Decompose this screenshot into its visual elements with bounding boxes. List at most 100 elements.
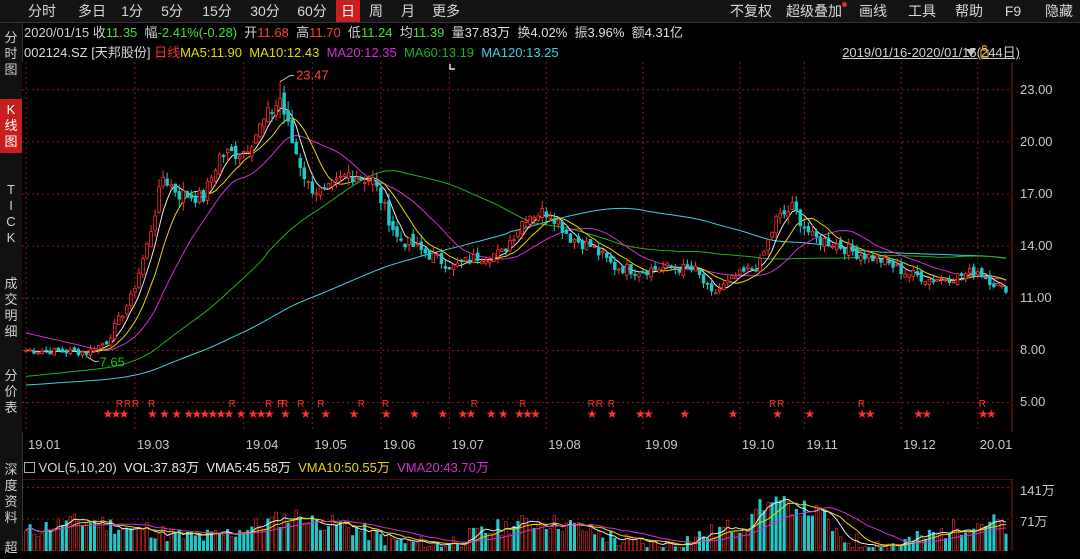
volume-bar	[496, 519, 500, 551]
candle-body	[770, 231, 774, 238]
volume-bar	[464, 544, 468, 551]
sidebar-item-0[interactable]: 分时图	[0, 27, 22, 81]
volume-bar	[790, 514, 794, 551]
period-7-tab[interactable]: 日	[336, 0, 360, 22]
sidebar-item-3[interactable]: 成交明细	[0, 273, 22, 343]
signal-star-icon: ★	[643, 407, 654, 421]
candle-body	[173, 183, 177, 193]
volume-bar	[500, 534, 504, 551]
candle-body	[947, 280, 952, 284]
candle-body	[951, 281, 956, 284]
tool-2-button[interactable]: 画线	[859, 3, 887, 19]
candle-body	[838, 240, 843, 249]
candle-body	[879, 258, 883, 263]
period-0-tab[interactable]: 分时	[28, 3, 56, 19]
volume-bar	[629, 535, 633, 551]
signal-r-marker: R	[229, 399, 236, 410]
volume-bar	[113, 533, 117, 551]
tool-5-button[interactable]: F9	[1004, 3, 1022, 19]
kline-chart[interactable]: 23.477.65★★★ ★ ★ ★ ★★★★★★ ★ ★★★ ★ ★ ★ ★ ★ ★ ★ ★★ ★ ★ ★★★ ★…	[22, 62, 1018, 432]
candle-body	[846, 243, 851, 256]
x-tick-label: 19.12	[903, 437, 936, 452]
candle-body	[540, 208, 544, 218]
sidebar-item-5[interactable]: 深度资料	[0, 459, 22, 529]
candle-body	[141, 258, 145, 275]
sidebar-char: 交	[4, 292, 18, 307]
candle-body	[963, 272, 968, 279]
vol-indicator-name[interactable]: VOL(5,10,20)	[38, 460, 117, 475]
overlay-indicator-icon	[842, 2, 847, 7]
candle-body	[359, 178, 363, 181]
signal-r-marker: R	[519, 399, 526, 410]
volume-chart[interactable]	[22, 479, 1018, 551]
volume-bar	[60, 526, 64, 551]
candle-body	[919, 271, 924, 282]
candle-body	[24, 350, 28, 352]
period-5-tab[interactable]: 30分	[250, 3, 280, 19]
volume-bar	[230, 536, 234, 551]
date-range[interactable]: 2019/01/16-2020/01/15(244日)	[842, 45, 1020, 60]
amount-label: 额	[631, 25, 645, 40]
candle-body	[225, 149, 230, 153]
tool-0-button[interactable]: 不复权	[730, 3, 772, 19]
candle-body	[576, 236, 581, 243]
volume-bar	[593, 534, 597, 551]
candle-body	[84, 353, 89, 356]
candle-body	[1000, 285, 1004, 288]
candle-body	[40, 350, 44, 354]
tool-1-button[interactable]: 超级叠加	[786, 3, 842, 19]
candle-body	[185, 191, 190, 198]
volume-bar	[355, 527, 359, 551]
stock-name[interactable]: 002124.SZ [天邦股份]	[24, 45, 151, 60]
candle-body	[157, 186, 161, 213]
signal-r-marker: R	[116, 399, 123, 410]
y-tick-label: 20.00	[1020, 133, 1053, 149]
candle-body	[967, 268, 972, 274]
period-6-tab[interactable]: 60分	[297, 3, 327, 19]
tool-3-button[interactable]: 工具	[908, 3, 936, 19]
period-4-tab[interactable]: 15分	[202, 3, 232, 19]
period-3-tab[interactable]: 5分	[161, 3, 183, 19]
period-1-tab[interactable]: 多日	[78, 3, 106, 19]
volume-bar	[137, 528, 141, 551]
volume-bar	[322, 529, 326, 551]
kline-type[interactable]: 日线	[154, 45, 181, 60]
volume-bar	[621, 542, 625, 551]
volume-bar	[984, 526, 988, 551]
candle-body	[726, 279, 730, 284]
candle-body	[278, 98, 282, 108]
volume-bar	[734, 531, 738, 551]
vol-value: VOL:37.83万	[123, 460, 200, 475]
signal-star-icon: ★	[191, 407, 202, 421]
volume-bar	[294, 509, 298, 551]
volume-bar	[689, 543, 693, 551]
candle-body	[342, 174, 347, 177]
volume-bar	[169, 529, 173, 551]
candle-body	[165, 178, 169, 186]
volume-bar	[411, 541, 415, 551]
period-9-tab[interactable]: 月	[401, 3, 415, 19]
sidebar-item-6[interactable]: 超	[0, 537, 22, 559]
period-8-tab[interactable]: 周	[369, 3, 383, 19]
y-tick-label: 8.00	[1020, 342, 1046, 358]
sidebar-item-4[interactable]: 分价表	[0, 365, 22, 419]
tool-4-button[interactable]: 帮助	[955, 3, 983, 19]
period-10-tab[interactable]: 更多	[432, 3, 460, 19]
period-2-tab[interactable]: 1分	[121, 3, 143, 19]
volume-bar	[76, 521, 80, 551]
candle-body	[701, 274, 706, 284]
volume-bar	[302, 522, 306, 551]
volume-bar	[262, 528, 266, 551]
candle-body	[927, 278, 932, 285]
candle-body	[117, 315, 121, 325]
dropdown-triangle-icon[interactable]	[964, 44, 990, 62]
tool-6-button[interactable]: 隐藏	[1045, 3, 1073, 19]
candle-body	[673, 266, 678, 269]
x-tick-label: 19.05	[314, 437, 347, 452]
vol-checkbox-icon[interactable]	[24, 462, 35, 473]
signal-star-icon: ★	[111, 407, 122, 421]
signal-r-marker: R	[382, 399, 389, 410]
candle-body	[52, 348, 56, 356]
